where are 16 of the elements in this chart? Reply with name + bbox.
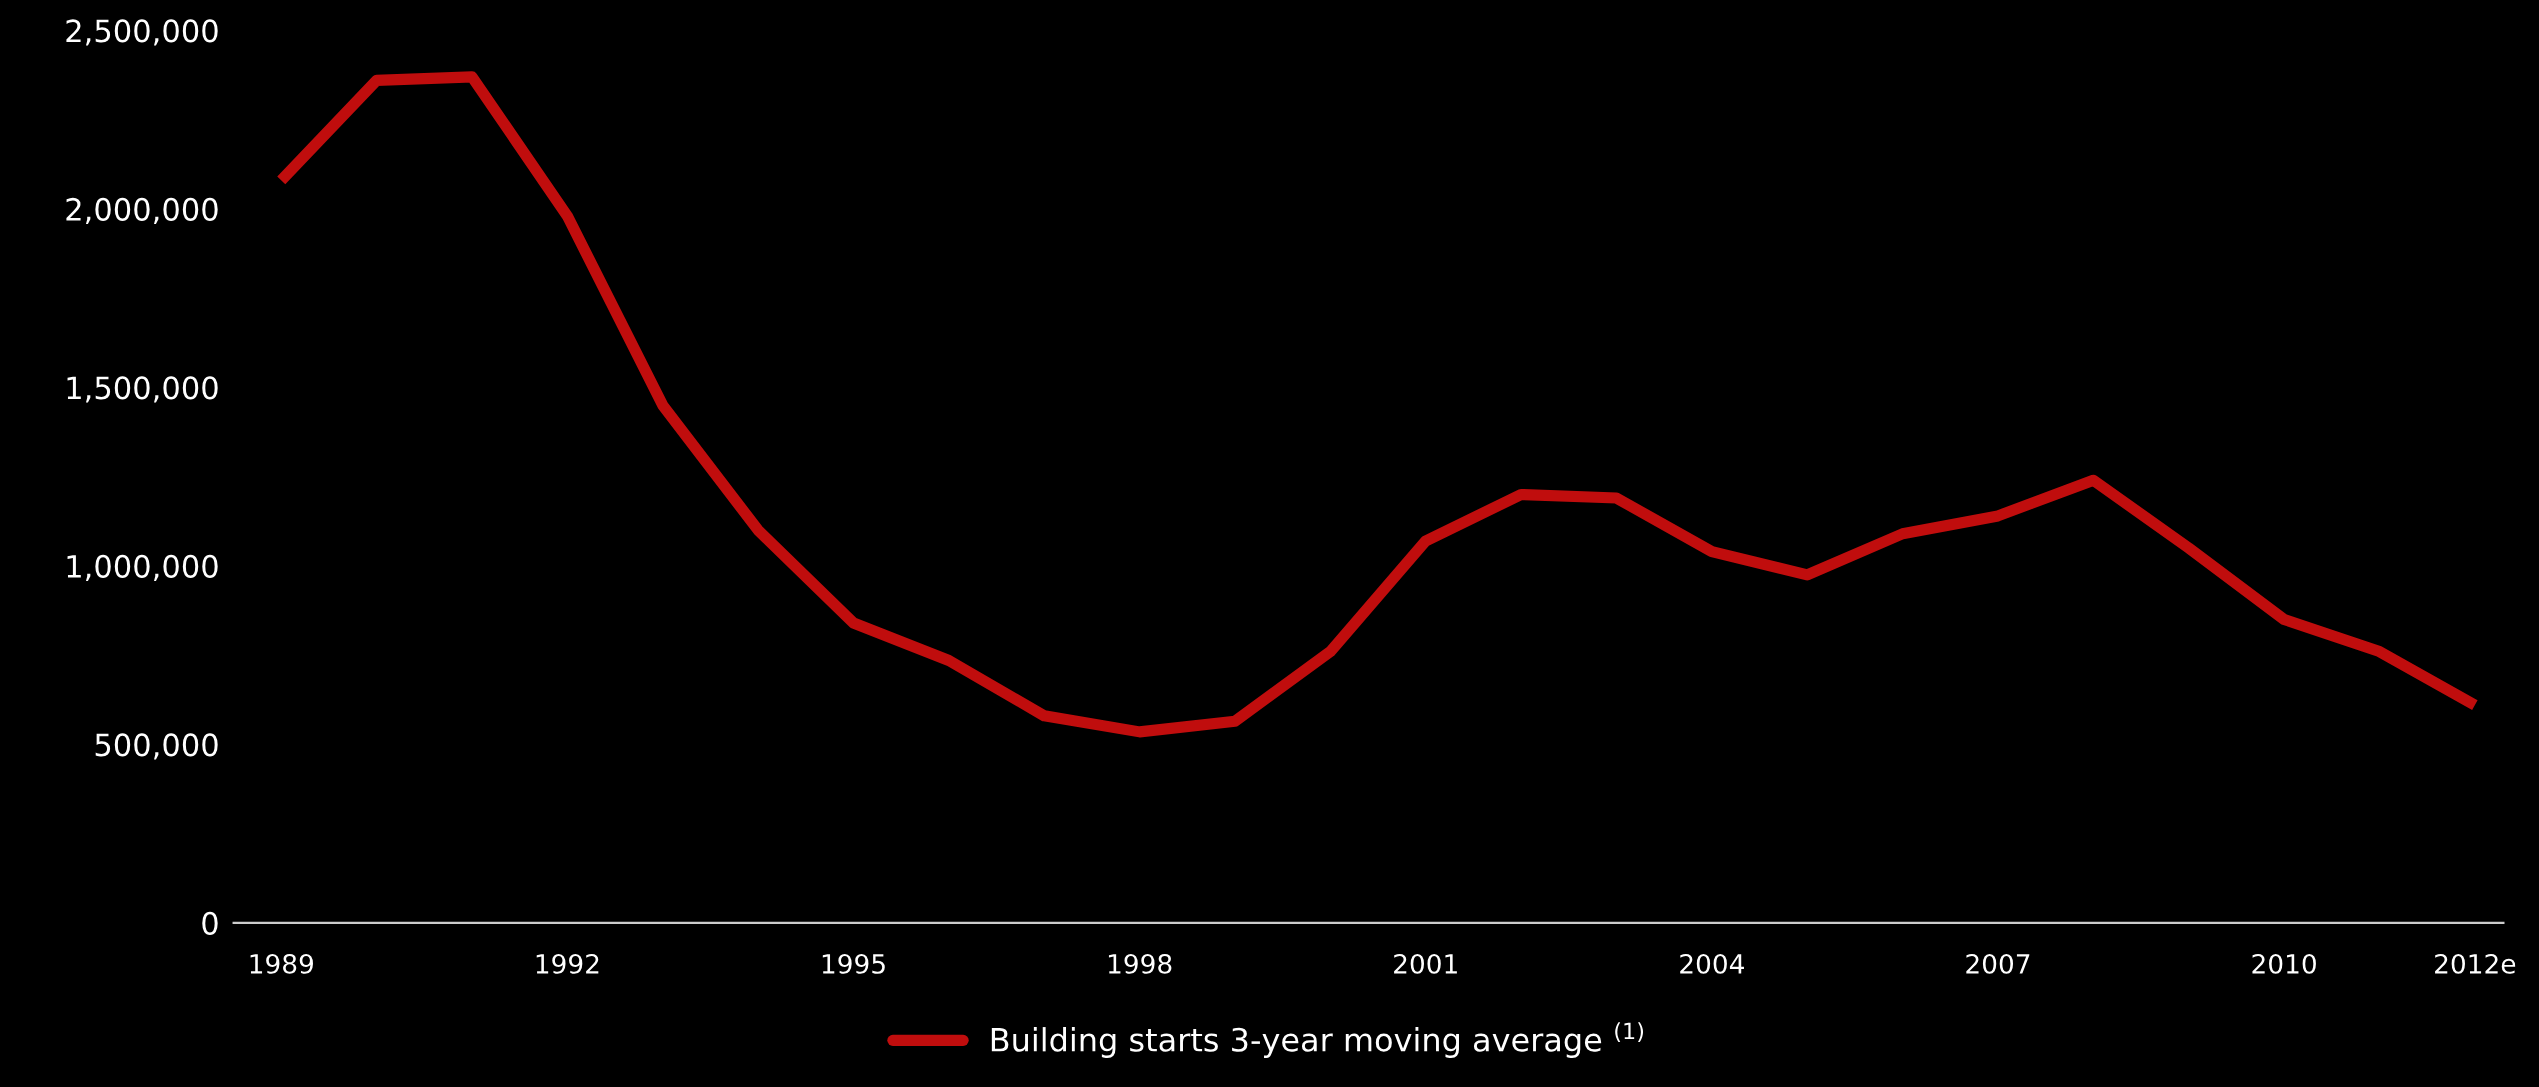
y-tick-label: 500,000 (95, 733, 218, 760)
y-tick-label: 2,000,000 (66, 197, 218, 225)
x-tick-label: 2007 (1966, 953, 2030, 974)
x-tick-label: 2001 (1394, 953, 1457, 974)
y-tick-label: 2,500,000 (66, 19, 218, 46)
x-tick-label: 1998 (1108, 953, 1172, 974)
y-tick-label: 0 (202, 911, 218, 935)
x-tick-label: 1992 (536, 953, 599, 974)
x-tick-label: 2004 (1680, 953, 1744, 974)
x-tick-label: 2012e (2435, 953, 2516, 974)
y-tick-label: 1,500,000 (67, 376, 218, 403)
x-tick-label: 2010 (2252, 953, 2316, 974)
y-tick-label: 1,000,000 (67, 554, 218, 582)
x-tick-label: 1995 (822, 953, 885, 974)
x-tick-label: 1989 (250, 953, 313, 974)
legend-label: Building starts 3-year moving average $^{(1)}$ (991, 1022, 1644, 1058)
